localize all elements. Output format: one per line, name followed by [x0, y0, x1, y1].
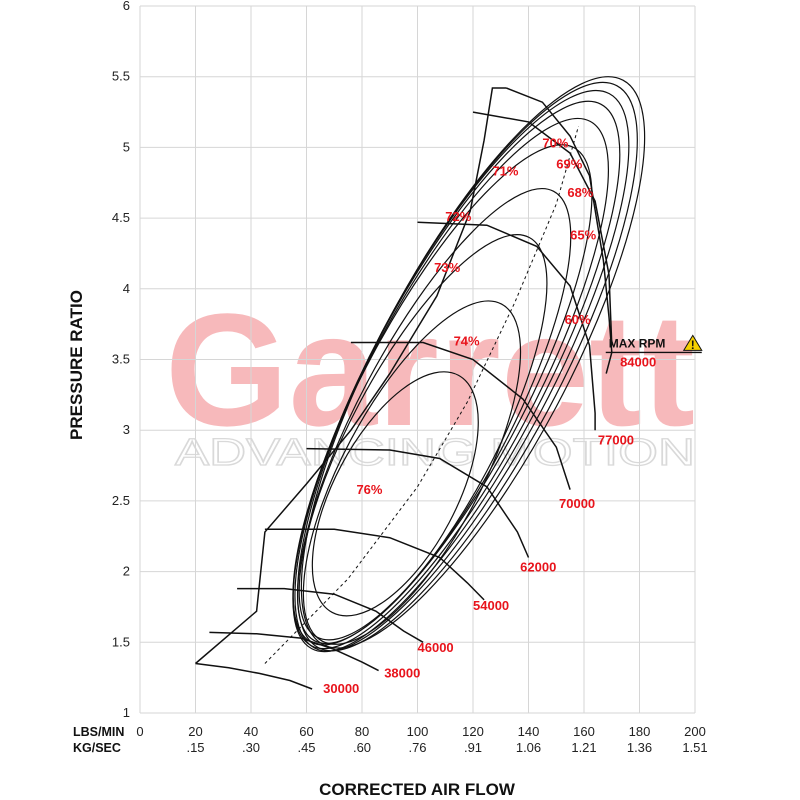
efficiency-label: 73% — [434, 260, 460, 275]
y-tick-label: 1.5 — [112, 634, 130, 649]
max-rpm-label: MAX RPM — [609, 336, 666, 350]
x-tick-label: 1.21 — [571, 740, 596, 755]
efficiency-island — [296, 187, 572, 645]
efficiency-island — [302, 300, 522, 645]
efficiency-label: 70% — [542, 135, 568, 150]
speed-label: 46000 — [418, 640, 454, 655]
x-tick-label: 40 — [244, 724, 258, 739]
warning-triangle-shape — [682, 334, 703, 351]
x-tick-label: 120 — [462, 724, 484, 739]
x-tick-label: .60 — [353, 740, 371, 755]
efficiency-label: 71% — [492, 164, 518, 179]
speed-label: 54000 — [473, 598, 509, 613]
efficiency-island — [311, 371, 479, 617]
y-tick-label: 5.5 — [112, 69, 130, 84]
y-tick-label: 4 — [123, 281, 130, 296]
x-tick-label: 100 — [407, 724, 429, 739]
efficiency-ridge-line — [264, 126, 579, 664]
x-tick-label: .30 — [242, 740, 260, 755]
watermark-tagline: ADVANCING MOTION — [175, 432, 695, 474]
speed-label: 70000 — [559, 496, 595, 511]
grid — [139, 5, 696, 714]
speed-line — [472, 111, 613, 346]
x-tick-label: 1.06 — [516, 740, 541, 755]
efficiency-label: 68% — [567, 185, 593, 200]
x-tick-label: .91 — [464, 740, 482, 755]
axes: 1 1.5 2 2.5 3 3.5 4 4.5 5 5.5 6 LBS/MIN 0 20 40 60 80 100… — [73, 0, 708, 755]
warning-exclamation: ! — [691, 338, 695, 352]
efficiency-island — [300, 76, 646, 649]
x-tick-label: 1.36 — [627, 740, 652, 755]
speed-line — [417, 221, 596, 431]
speed-line — [195, 662, 313, 690]
efficiency-label: 69% — [556, 157, 582, 172]
speed-label: 30000 — [323, 681, 359, 696]
x-tick-label: .76 — [408, 740, 426, 755]
x-tick-label: 20 — [188, 724, 202, 739]
efficiency-island — [298, 234, 548, 641]
x-tick-label: 60 — [299, 724, 313, 739]
efficiency-label: 65% — [570, 227, 596, 242]
y-tick-label: 4.5 — [112, 210, 130, 225]
x-tick-label: 1.51 — [682, 740, 707, 755]
x-tick-label: 80 — [355, 724, 369, 739]
choke-line — [506, 87, 613, 374]
speed-label: 62000 — [520, 560, 556, 575]
x-tick-label: 160 — [573, 724, 595, 739]
x-tick-label: .15 — [186, 740, 204, 755]
y-tick-label: 1 — [123, 705, 130, 720]
efficiency-label: 74% — [454, 333, 480, 348]
y-tick-label: 2.5 — [112, 493, 130, 508]
map-labels: 76% 74% 73% 72% 71% 70% 69% 68% 65% 60% 30000 38000… — [323, 135, 703, 696]
speed-label: 77000 — [598, 432, 634, 447]
x-tick-label: 0 — [136, 724, 143, 739]
y-tick-label: 6 — [123, 0, 130, 13]
efficiency-label: 60% — [565, 312, 591, 327]
x-tick-label: 180 — [629, 724, 651, 739]
speed-line — [264, 528, 485, 601]
x-tick-label: 200 — [684, 724, 706, 739]
surge-line — [195, 87, 507, 665]
x-row-label: LBS/MIN — [73, 725, 124, 739]
speed-label: 84000 — [620, 355, 656, 370]
map-curves — [195, 76, 646, 690]
warning-triangle-icon: ! — [682, 334, 703, 352]
efficiency-label: 72% — [445, 209, 471, 224]
y-tick-label: 3.5 — [112, 352, 130, 367]
x-tick-label: .45 — [297, 740, 315, 755]
speed-line — [209, 631, 379, 672]
efficiency-label: 76% — [356, 482, 382, 497]
x-axis-title: CORRECTED AIR FLOW — [319, 780, 516, 799]
speed-line — [237, 587, 424, 643]
x-tick-label: 140 — [518, 724, 540, 739]
y-tick-label: 2 — [123, 564, 130, 579]
y-axis-title: PRESSURE RATIO — [67, 290, 86, 440]
x-row-label: KG/SEC — [73, 741, 121, 755]
speed-label: 38000 — [384, 666, 420, 681]
speed-line — [350, 341, 571, 490]
y-tick-label: 5 — [123, 139, 130, 154]
y-tick-label: 3 — [123, 422, 130, 437]
speed-line — [306, 447, 530, 558]
